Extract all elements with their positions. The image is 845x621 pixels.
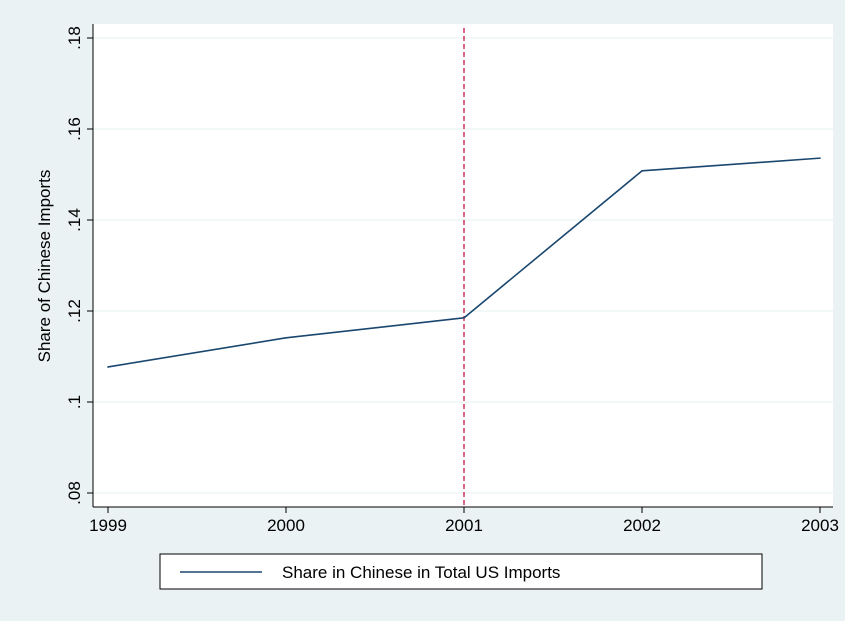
legend-label: Share in Chinese in Total US Imports (282, 563, 560, 582)
y-axis-label: Share of Chinese Imports (35, 170, 54, 363)
x-tick-label: 2003 (801, 516, 839, 535)
series-lines (107, 157, 821, 368)
gridlines (93, 37, 833, 494)
y-tick-label: .1 (65, 395, 84, 409)
y-tick-label: .14 (65, 208, 84, 232)
y-tick-label: .18 (65, 26, 84, 50)
data-point (285, 337, 287, 339)
data-point (819, 157, 821, 159)
data-point (463, 317, 465, 319)
data-point (107, 366, 109, 368)
x-tick-label: 2002 (623, 516, 661, 535)
x-tick-label: 2000 (267, 516, 305, 535)
y-ticks: .08 .1 .12 .14 .16 .18 (65, 26, 93, 505)
x-ticks: 1999 2000 2001 2002 2003 (89, 507, 839, 535)
legend: Share in Chinese in Total US Imports (159, 553, 763, 590)
data-point (641, 170, 643, 172)
y-tick-label: .08 (65, 481, 84, 505)
axes (92, 24, 833, 508)
y-tick-label: .16 (65, 117, 84, 141)
x-tick-label: 1999 (89, 516, 127, 535)
plot-area (93, 24, 833, 507)
y-tick-label: .12 (65, 299, 84, 323)
x-tick-label: 2001 (445, 516, 483, 535)
